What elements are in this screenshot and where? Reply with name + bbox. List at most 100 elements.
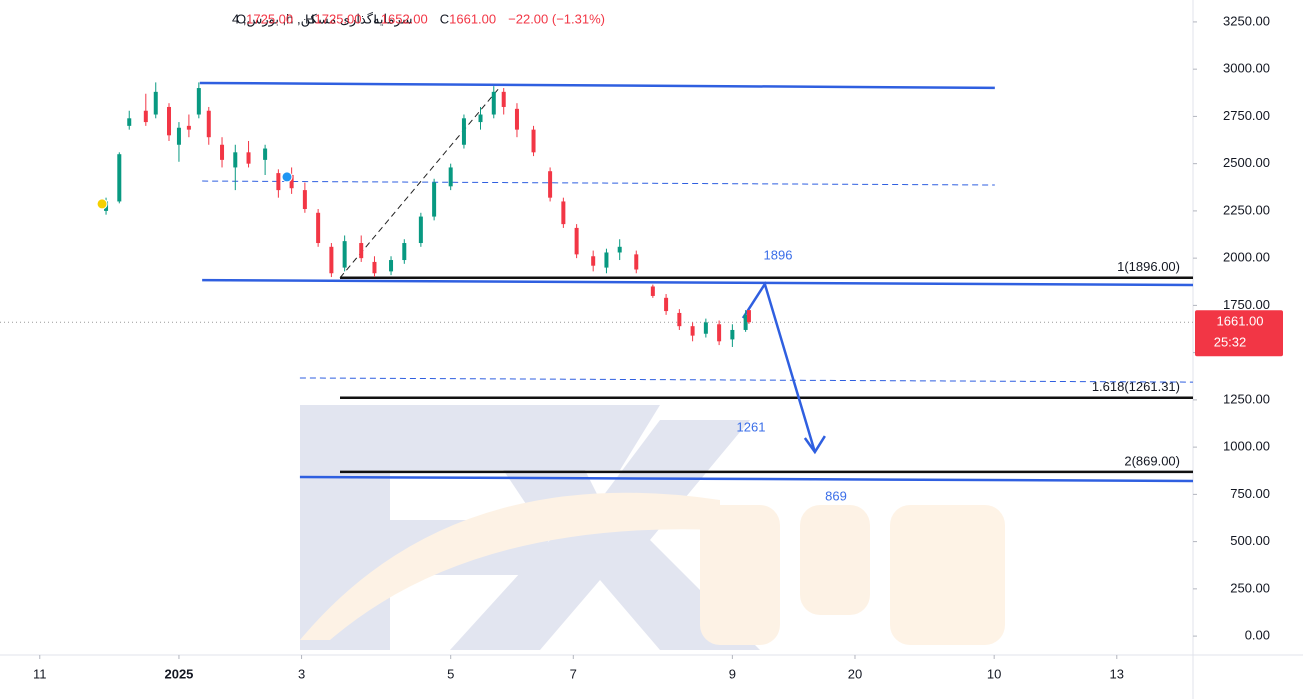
candle-body: [196, 88, 201, 115]
candle-body: [176, 127, 181, 145]
countdown-label: 25:32: [1214, 335, 1247, 350]
candle-body: [690, 326, 695, 336]
candle-body: [548, 171, 553, 198]
candle-body: [276, 173, 281, 191]
symbol-title: سرمایه‌گذاری مسکن, h, بورس, 4: [232, 11, 413, 27]
y-tick-label: 2750.00: [1223, 108, 1270, 123]
candle-body: [501, 91, 506, 107]
candle-body: [127, 118, 132, 126]
annotation: 869: [825, 488, 847, 503]
candle-body: [329, 246, 334, 274]
candle-body: [664, 297, 669, 312]
last-price-box: [1195, 310, 1283, 357]
fib-label: 1.618(1261.31): [1092, 379, 1180, 394]
y-tick-label: 500.00: [1230, 533, 1270, 548]
trend-line: [199, 81, 995, 90]
legend-value: 1661.00: [449, 11, 496, 26]
annotation: 1261: [737, 419, 766, 434]
fib-label: 2(869.00): [1124, 453, 1180, 468]
candle-body: [263, 148, 268, 160]
x-tick-label: 20: [848, 666, 862, 681]
candle-body: [167, 106, 172, 136]
candle-body: [650, 286, 655, 296]
candle-body: [143, 110, 148, 123]
candle-body: [591, 256, 596, 266]
legend-key: H: [305, 11, 314, 26]
x-tick-label: 10: [987, 666, 1001, 681]
candle-body: [359, 243, 364, 259]
candle-body: [604, 252, 609, 268]
legend-key: C: [440, 11, 449, 26]
legend-key: L: [374, 11, 381, 26]
y-tick-label: 250.00: [1230, 580, 1270, 595]
y-tick-label: 2000.00: [1223, 250, 1270, 265]
y-tick-label: 1000.00: [1223, 439, 1270, 454]
x-tick-label: 13: [1110, 666, 1124, 681]
fib-label: 1(1896.00): [1117, 259, 1180, 274]
last-price-label: 1661.00: [1217, 314, 1264, 329]
candle-body: [372, 261, 377, 274]
y-tick-label: 750.00: [1230, 486, 1270, 501]
legend-change: −22.00 (−1.31%): [508, 11, 605, 26]
candle-body: [302, 190, 307, 210]
arrow-path: [741, 281, 817, 453]
x-tick-label: 7: [570, 666, 577, 681]
marker: [96, 198, 108, 210]
candle-body: [491, 91, 496, 115]
candle-body: [316, 212, 321, 244]
y-tick-label: 3250.00: [1223, 13, 1270, 28]
candle-body: [389, 260, 394, 272]
legend-value: 1652.00: [381, 11, 428, 26]
candle-body: [717, 324, 722, 342]
candle-body: [206, 110, 211, 138]
y-tick-label: 2500.00: [1223, 155, 1270, 170]
candle-body: [153, 91, 158, 115]
candle-body: [617, 246, 622, 253]
candle-body: [432, 182, 437, 217]
y-tick-label: 1250.00: [1223, 391, 1270, 406]
candle-body: [574, 227, 579, 255]
trend-line-dashed: [202, 180, 995, 186]
legend-value: 1725.00: [246, 11, 293, 26]
candle-body: [418, 216, 423, 244]
y-tick-label: 3000.00: [1223, 61, 1270, 76]
x-tick-label: 9: [729, 666, 736, 681]
candle-body: [289, 174, 294, 189]
candle-body: [531, 129, 536, 153]
candle-body: [246, 152, 251, 164]
candle-body: [448, 167, 453, 187]
legend-key: O: [236, 11, 246, 26]
candle-body: [743, 314, 748, 330]
x-tick-label: 11: [33, 666, 47, 681]
arrow-head: [803, 435, 826, 455]
candle-body: [233, 152, 238, 168]
trend-line-dashed: [299, 377, 1194, 383]
legend-value: 1725.00: [315, 11, 362, 26]
candle-body: [746, 310, 751, 323]
x-tick-label: 3: [298, 666, 305, 681]
candle-body: [478, 114, 483, 123]
trend-line-dashed: [339, 86, 501, 279]
header: سرمایه‌گذاری مسکن, h, بورس, 4O 1725.00 H 17…: [232, 11, 605, 27]
candle-body: [634, 254, 639, 270]
y-tick-label: 1750.00: [1223, 297, 1270, 312]
trend-line: [299, 475, 1194, 483]
candle-body: [703, 322, 708, 334]
annotation: 1896: [764, 247, 793, 262]
x-tick-label: 5: [447, 666, 454, 681]
candle-body: [561, 201, 566, 225]
y-tick-label: 0.00: [1245, 628, 1270, 643]
trend-line: [202, 278, 1194, 287]
candle-body: [677, 312, 682, 327]
candle-body: [220, 144, 225, 160]
candle-body: [730, 329, 735, 340]
marker: [281, 171, 293, 183]
candle-body: [117, 154, 122, 202]
candle-body: [402, 243, 407, 261]
candle-body: [342, 241, 347, 268]
candle-body: [514, 108, 519, 130]
y-tick-label: 2250.00: [1223, 202, 1270, 217]
candle-body: [461, 118, 466, 145]
